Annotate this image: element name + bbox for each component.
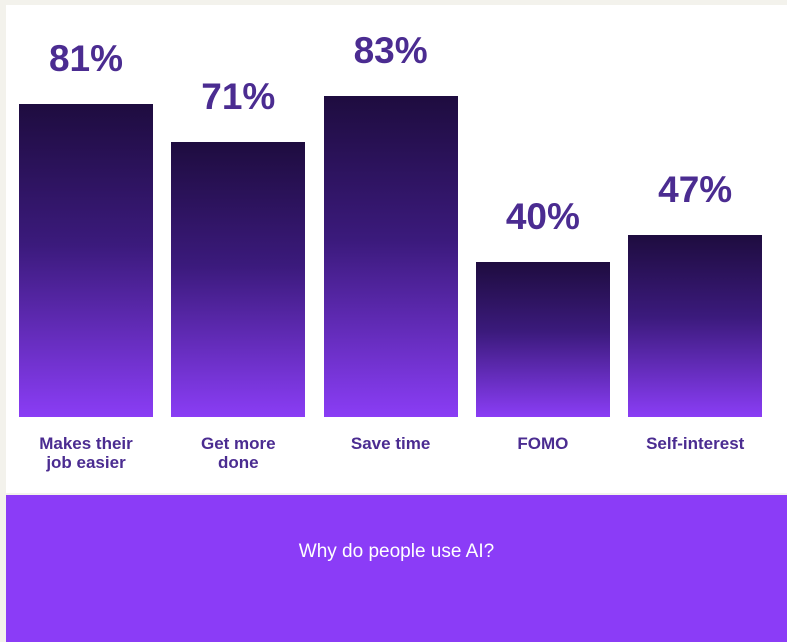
data-label: 81% bbox=[48, 37, 124, 79]
data-label: 71% bbox=[201, 76, 276, 118]
category-label: Self-interest bbox=[646, 434, 745, 453]
bar bbox=[628, 235, 763, 417]
caption-band: Why do people use AI? bbox=[6, 495, 787, 642]
data-label: 83% bbox=[353, 30, 428, 71]
bar bbox=[475, 262, 610, 417]
category-label: Makes their job easier bbox=[39, 434, 133, 472]
chart-title: Why do people use AI? bbox=[298, 541, 495, 562]
data-label: 40% bbox=[505, 196, 580, 238]
category-label: FOMO bbox=[517, 434, 569, 453]
bar bbox=[171, 142, 306, 417]
data-label: 47% bbox=[658, 169, 733, 211]
category-label: Get more done bbox=[200, 434, 276, 472]
category-label: Save time bbox=[350, 434, 431, 453]
bar bbox=[323, 96, 458, 417]
bar bbox=[19, 103, 153, 417]
